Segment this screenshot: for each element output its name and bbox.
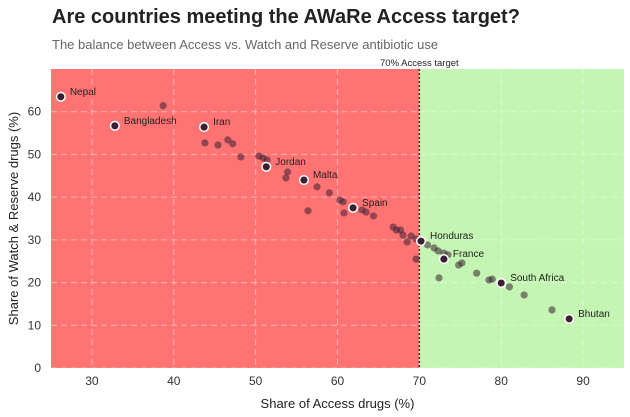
point-label: Honduras (430, 231, 473, 242)
point-label: South Africa (510, 273, 564, 284)
x-tick-label: 50 (249, 374, 263, 388)
labeled-data-point (348, 202, 359, 213)
y-tick-label: 60 (28, 105, 42, 119)
data-point (224, 136, 232, 144)
data-point (229, 140, 237, 148)
y-tick-label: 40 (28, 190, 42, 204)
data-point (362, 208, 370, 216)
point-label: Nepal (70, 87, 96, 98)
above-target-region (419, 69, 624, 368)
y-tick-label: 50 (28, 147, 42, 161)
y-tick-label: 10 (28, 318, 42, 332)
y-tick-label: 0 (34, 361, 41, 375)
x-tick-label: 60 (331, 374, 345, 388)
labeled-data-point (415, 236, 427, 247)
x-tick-label: 70 (413, 374, 427, 388)
labeled-data-point (438, 254, 449, 265)
y-tick-label: 30 (28, 233, 42, 247)
labeled-data-point (109, 120, 120, 131)
data-point (214, 141, 222, 149)
data-point (282, 174, 290, 182)
labeled-data-point (261, 161, 272, 172)
point-label: Malta (313, 170, 338, 181)
x-tick-label: 30 (85, 374, 99, 388)
x-tick-label: 80 (495, 374, 509, 388)
data-point (399, 231, 407, 239)
x-tick-label: 90 (576, 374, 590, 388)
data-point (237, 153, 245, 161)
chart-subtitle: The balance between Access vs. Watch and… (52, 37, 439, 52)
y-tick-label: 20 (28, 276, 42, 290)
data-point (505, 283, 513, 291)
data-point (369, 212, 378, 220)
data-point (434, 247, 442, 255)
x-tick-label: 40 (167, 374, 181, 388)
below-target-region (51, 69, 420, 368)
data-point (458, 259, 466, 267)
data-point (403, 238, 411, 246)
labeled-data-point (199, 122, 210, 133)
point-label: Spain (362, 198, 388, 209)
data-point (304, 207, 312, 215)
point-label: Bhutan (578, 309, 610, 320)
labeled-data-point (564, 313, 575, 324)
data-point (263, 156, 271, 164)
labeled-data-point (55, 91, 66, 102)
point-label: Iran (213, 117, 230, 128)
data-point (488, 275, 496, 283)
y-axis-label: Share of Watch & Reserve drugs (%) (6, 112, 21, 325)
data-point (283, 168, 292, 176)
data-point (313, 183, 321, 191)
chart-title: Are countries meeting the AWaRe Access t… (52, 6, 520, 28)
data-point (339, 198, 347, 206)
data-point (412, 255, 420, 263)
data-point (548, 306, 556, 314)
data-point (435, 274, 443, 282)
point-label: France (453, 249, 485, 260)
target-line-label: 70% Access target (380, 58, 459, 69)
labeled-data-point (496, 277, 507, 289)
point-label: Jordan (275, 157, 306, 168)
data-point (340, 209, 348, 217)
data-point (201, 139, 209, 147)
data-point (325, 189, 333, 197)
data-point (473, 269, 481, 277)
data-point (159, 102, 167, 110)
data-point (423, 241, 432, 249)
labeled-data-point (298, 175, 309, 186)
x-axis-label: Share of Access drugs (%) (261, 396, 415, 411)
point-label: Bangladesh (124, 116, 177, 127)
data-point (520, 291, 528, 299)
